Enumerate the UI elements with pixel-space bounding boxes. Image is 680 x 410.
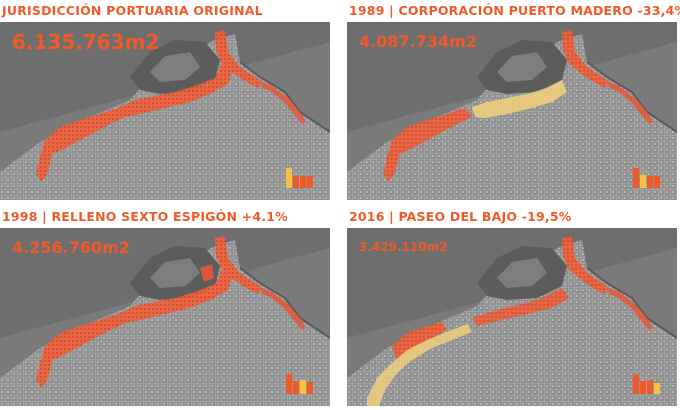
panel-2016: 2016 | PASEO DEL BAJO -19,5% 3.429.110m2 [347,206,677,406]
legend-bar-1989 [293,176,299,188]
legend-bar-original [286,168,292,188]
legend-bar-original [286,374,292,394]
legend-bar-original [633,168,639,188]
satellite-map: 4.256.760m2 [0,228,330,406]
panel-title: 1998 | RELLENO SEXTO ESPIGÓN +4.1% [2,209,288,224]
panel-title: 2016 | PASEO DEL BAJO -19,5% [349,209,572,224]
panel-original: JURISDICCIÓN PORTUARIA ORIGINAL 6.135.76… [0,0,330,200]
satellite-map: 6.135.763m2 [0,22,330,200]
area-legend [633,168,667,188]
satellite-map: 3.429.110m2 [347,228,677,406]
legend-bar-1998 [300,380,306,394]
area-legend [286,168,320,188]
area-value: 4.256.760m2 [12,238,130,257]
area-legend [633,374,667,394]
legend-bar-1989 [640,175,646,188]
area-legend [286,374,320,394]
legend-bar-2016 [654,383,660,394]
legend-bar-1998 [647,380,653,394]
legend-bar-1989 [640,381,646,394]
area-value: 4.087.734m2 [359,32,477,51]
legend-bar-original [633,374,639,394]
panel-1998: 1998 | RELLENO SEXTO ESPIGÓN +4.1% 4.256… [0,206,330,406]
area-value: 6.135.763m2 [12,30,160,54]
legend-bar-2016 [307,382,313,394]
satellite-map: 4.087.734m2 [347,22,677,200]
area-value: 3.429.110m2 [359,240,448,254]
legend-bar-1998 [300,176,306,188]
panel-1989: 1989 | CORPORACIÓN PUERTO MADERO -33,4% … [347,0,680,200]
legend-bar-2016 [654,176,660,188]
panel-title: JURISDICCIÓN PORTUARIA ORIGINAL [2,3,263,18]
legend-bar-1998 [647,176,653,188]
legend-bar-1989 [293,381,299,394]
legend-bar-2016 [307,176,313,188]
map-graphic [347,228,677,406]
panel-title: 1989 | CORPORACIÓN PUERTO MADERO -33,4% [349,3,680,18]
